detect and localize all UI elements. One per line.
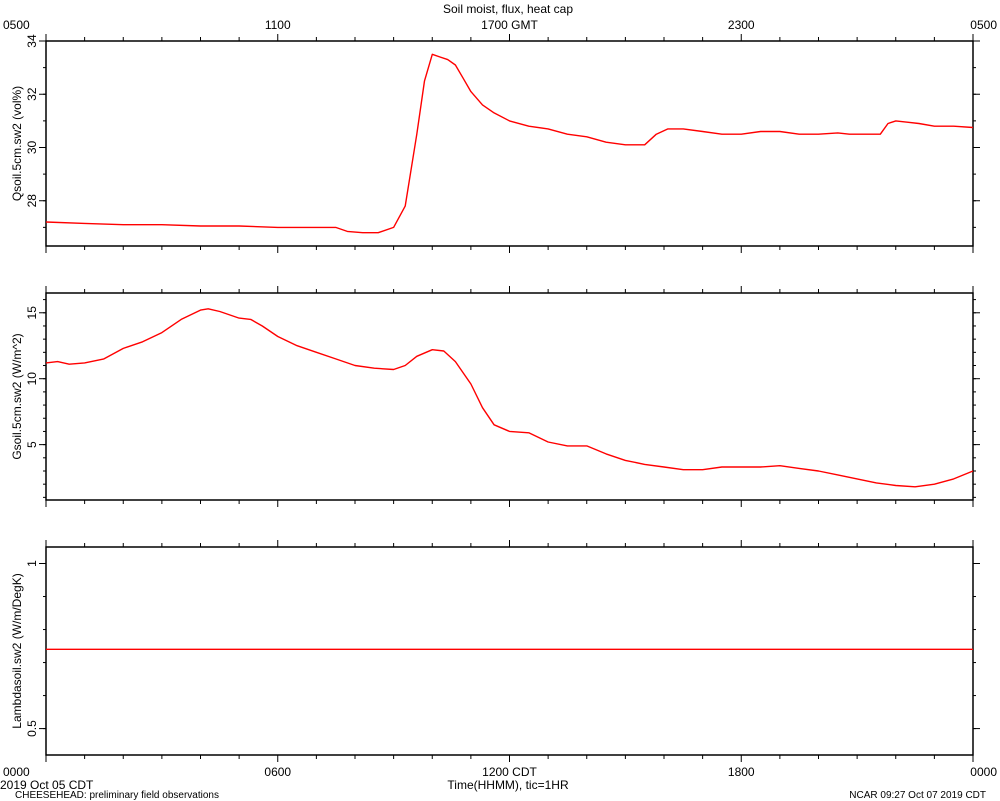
y-tick-label: 28	[25, 194, 39, 208]
y-tick-label: 34	[25, 34, 39, 48]
x-tick-label: 0000	[970, 765, 997, 779]
footer-note-left: CHEESEHEAD: preliminary field observatio…	[15, 790, 219, 801]
panel-frame	[45, 40, 974, 247]
top-x-tick-label: 1700 GMT	[481, 18, 538, 32]
x-tick-label: 1200 CDT	[482, 765, 537, 779]
x-tick-label: 1800	[728, 765, 755, 779]
y-axis-label: Lambdasoil.sw2 (W/m/DegK)	[10, 573, 24, 728]
y-tick-label: 32	[25, 87, 39, 101]
chart-title: Soil moist, flux, heat cap	[443, 2, 573, 16]
y-tick-label: 1	[25, 560, 39, 567]
x-tick-label: 0600	[264, 765, 291, 779]
start-date-label: 2019 Oct 05 CDT	[0, 778, 94, 792]
y-tick-label: 5	[25, 441, 39, 448]
top-x-tick-label: 1100	[265, 18, 291, 32]
top-x-tick-label: 2300	[728, 18, 755, 32]
chart-panel-1: 28 30 32 34 Qsoil.5cm.sw2 (vol%) 0500 1100 1700…	[3, 2, 997, 253]
series-line-1	[45, 53, 974, 234]
top-x-tick-label: 0500	[3, 18, 30, 32]
y-tick-label: 0.5	[25, 720, 39, 737]
y-tick-label: 10	[25, 372, 39, 386]
panel-frame	[45, 546, 974, 756]
x-axis-label: Time(HHMM), tic=1HR	[447, 778, 569, 792]
y-axis-label: Gsoil.5cm.sw2 (W/m^2)	[10, 333, 24, 459]
series-line-1	[45, 308, 974, 488]
footer-note-right: NCAR 09:27 Oct 07 2019 CDT	[849, 790, 986, 801]
y-axis-label: Qsoil.5cm.sw2 (vol%)	[10, 86, 24, 201]
x-tick-label: 0000	[3, 765, 30, 779]
y-tick-label: 30	[25, 140, 39, 154]
y-tick-label: 15	[25, 306, 39, 320]
top-x-tick-label: 0500	[970, 18, 997, 32]
panel-frame	[45, 292, 974, 501]
